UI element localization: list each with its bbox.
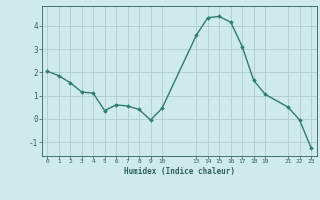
X-axis label: Humidex (Indice chaleur): Humidex (Indice chaleur)	[124, 167, 235, 176]
